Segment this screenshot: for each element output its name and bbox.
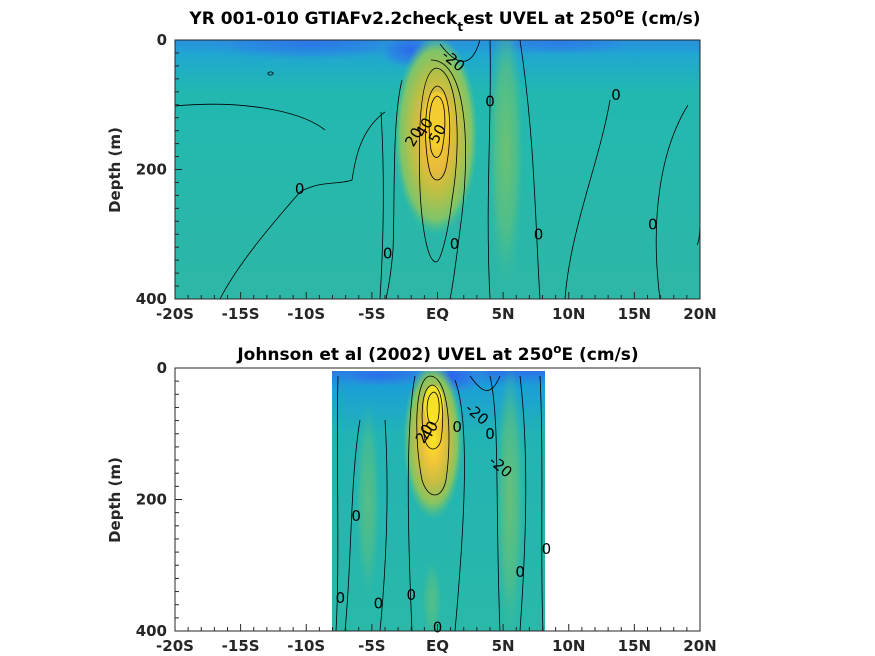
panel-2-title-sup: o [553,342,561,356]
panel-1-title-sub: t [457,20,463,34]
x-tick-label: 20N [683,637,716,655]
panel-2-contour-0-c [489,375,501,631]
panel-2-y-axis: 0 200 400 [136,359,182,640]
x-tick-label: -10S [287,305,325,323]
x-tick-label: 15N [618,305,651,323]
panel-1-contour-20 [418,67,458,263]
contour-label: 0 [450,235,460,253]
panel-2-contour-0-b [454,379,465,631]
x-tick-label: EQ [426,637,449,655]
panel-1-contour-40 [425,85,451,181]
panel-1-contour-50 [428,95,446,158]
panel-1-contour-0-north-a [487,39,491,300]
x-tick-label: -20S [156,637,194,655]
x-tick-label: EQ [426,305,449,323]
panel-1-contour-0-north-d [655,104,689,300]
panel-2-contour-0-a [407,375,416,631]
contour-label: 0 [611,86,621,104]
panel-1-contour-0-west-core [385,79,403,300]
contour-label: 0 [542,540,552,558]
panel-1-contours [174,39,701,300]
panel-2-undercurrent-core [403,371,463,520]
x-tick-label: -15S [222,305,260,323]
panel-1-northern-band [488,40,524,290]
y-tick-label: 0 [157,31,167,49]
contour-label: 0 [374,594,384,612]
panel-2-contour-0-g [335,375,339,631]
panel-2: Johnson et al (2002) UVEL at 250oE (cm/s… [106,342,717,655]
panel-2-contour-neg20 [469,375,501,391]
y-tick-label: 400 [136,290,167,308]
panel-1-x-axis: -20S -15S -10S -5S EQ 5N 10N 15N 20N [156,292,717,323]
panel-2-contour-20 [416,375,450,496]
panel-1-contour-small [267,71,274,76]
panel-2-contour-0-f [379,419,388,631]
panel-1-contour-neg20 [439,39,481,62]
x-tick-label: 15N [618,637,651,655]
panel-1-contour-0-south-c [379,111,384,300]
panel-2-title-main: Johnson et al (2002) UVEL at 250 [236,345,553,365]
panel-2-x-axis: -20S -15S -10S -5S EQ 5N 10N 15N 20N [156,624,717,655]
y-tick-label: 0 [157,359,167,377]
panel-2-contours [335,375,544,631]
contour-label: 0 [485,93,495,111]
panel-1-title-main: YR 001-010 GTIAFv2.2check [188,9,458,29]
panel-1-title-rest: est UVEL at 250 [463,9,615,29]
panel-2-contour-40 [421,384,444,450]
x-tick-label: -20S [156,305,194,323]
panel-1-field [175,40,700,299]
panel-2-y-axis-label: Depth (m) [106,457,124,543]
panel-1-contour-0-north-c [564,99,611,300]
panel-2-contour-0-h [539,375,544,631]
panel-2-southern-band [356,400,380,600]
contour-label: 0 [383,245,393,263]
panel-2-field [332,371,545,631]
x-tick-label: 5N [492,637,515,655]
contour-label: 0 [336,589,346,607]
x-tick-label: -5S [358,637,385,655]
panel-2-title-end: E (cm/s) [561,345,638,365]
panel-1-title-end: E (cm/s) [623,9,700,29]
contour-label: 0 [515,563,525,581]
x-tick-label: -15S [222,637,260,655]
panel-2-surface-flow-west [332,371,430,388]
x-tick-label: 10N [552,637,585,655]
panel-2-northern-band [496,371,524,631]
y-tick-label: 200 [136,491,167,509]
panel-1-contour-0-east-core [430,59,466,300]
x-tick-label: 5N [492,305,515,323]
y-tick-label: 400 [136,622,167,640]
panel-1-contour-0-south-b [219,111,386,300]
panel-1-y-axis-label: Depth (m) [106,127,124,213]
panel-2-contour-0-e [344,419,361,631]
x-tick-label: -5S [358,305,385,323]
contour-label: 0 [534,225,544,243]
contour-label: 0 [485,425,495,443]
contour-label: 0 [452,418,462,436]
contour-label: 0 [648,216,658,234]
contour-label: 0 [295,180,305,198]
x-tick-label: 20N [683,305,716,323]
panel-1: YR 001-010 GTIAFv2.2checktest UVEL at 25… [106,6,717,323]
panel-2-deep-band [422,560,442,631]
panel-2-contour-0-d [519,375,527,631]
contour-label: 0 [351,507,361,525]
contour-label: 0 [406,586,416,604]
panel-2-contour-60 [426,391,440,425]
x-tick-label: 10N [552,305,585,323]
panel-1-title: YR 001-010 GTIAFv2.2checktest UVEL at 25… [188,6,700,34]
y-tick-label: 200 [136,161,167,179]
panel-1-y-axis: 0 200 400 [136,31,182,308]
x-tick-label: -10S [287,637,325,655]
panel-1-surface-flow-west [190,40,430,62]
panel-2-title: Johnson et al (2002) UVEL at 250oE (cm/s… [236,342,638,365]
panel-1-contour-0-south-a [174,103,326,131]
panel-1-title-sup: o [615,6,623,20]
panel-1-contour-0-north-b [519,39,541,300]
